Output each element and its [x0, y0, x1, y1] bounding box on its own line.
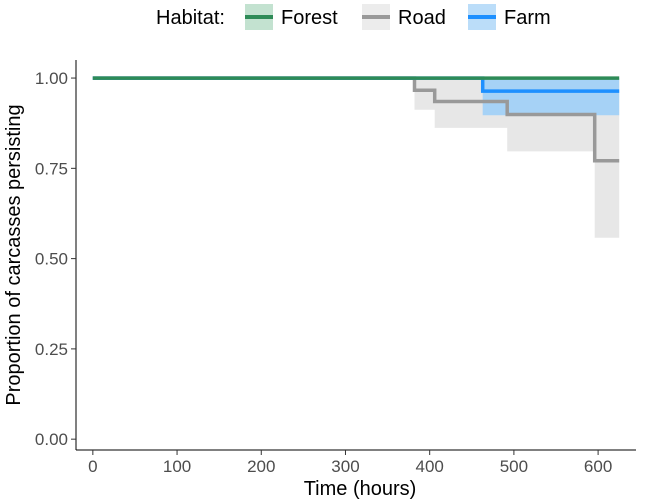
y-tick-label: 0.00: [35, 430, 68, 449]
x-tick-label: 100: [163, 457, 191, 476]
x-tick-label: 600: [584, 457, 612, 476]
x-tick-label: 0: [88, 457, 97, 476]
legend-label-forest: Forest: [281, 7, 338, 29]
legend-items: Forest Road Farm: [245, 4, 551, 30]
survival-lines: [92, 76, 620, 163]
legend: Habitat: Forest Road Farm: [156, 4, 551, 30]
y-tick-label: 0.75: [35, 159, 68, 178]
x-tick-label: 400: [415, 457, 443, 476]
y-tick-label: 1.00: [35, 69, 68, 88]
band-road: [92, 78, 620, 238]
x-ticks: 0 100 200 300 400 500 600: [88, 450, 612, 476]
legend-label-road: Road: [398, 7, 446, 29]
x-tick-label: 200: [247, 457, 275, 476]
x-tick-label: 500: [500, 457, 528, 476]
y-tick-label: 0.25: [35, 340, 68, 359]
y-ticks: 0.00 0.25 0.50 0.75 1.00: [35, 69, 76, 449]
axes: 0.00 0.25 0.50 0.75 1.00 0 100 200 300 400 500 600: [35, 60, 636, 476]
legend-label-farm: Farm: [504, 7, 551, 29]
band-farm: [92, 78, 620, 116]
legend-title: Habitat:: [156, 7, 225, 29]
x-axis-title: Time (hours): [304, 478, 417, 500]
line-road: [92, 76, 620, 163]
x-tick-label: 300: [331, 457, 359, 476]
y-tick-label: 0.50: [35, 250, 68, 269]
confidence-bands: [92, 78, 620, 238]
y-axis-title: Proportion of carcasses persisting: [3, 104, 25, 405]
